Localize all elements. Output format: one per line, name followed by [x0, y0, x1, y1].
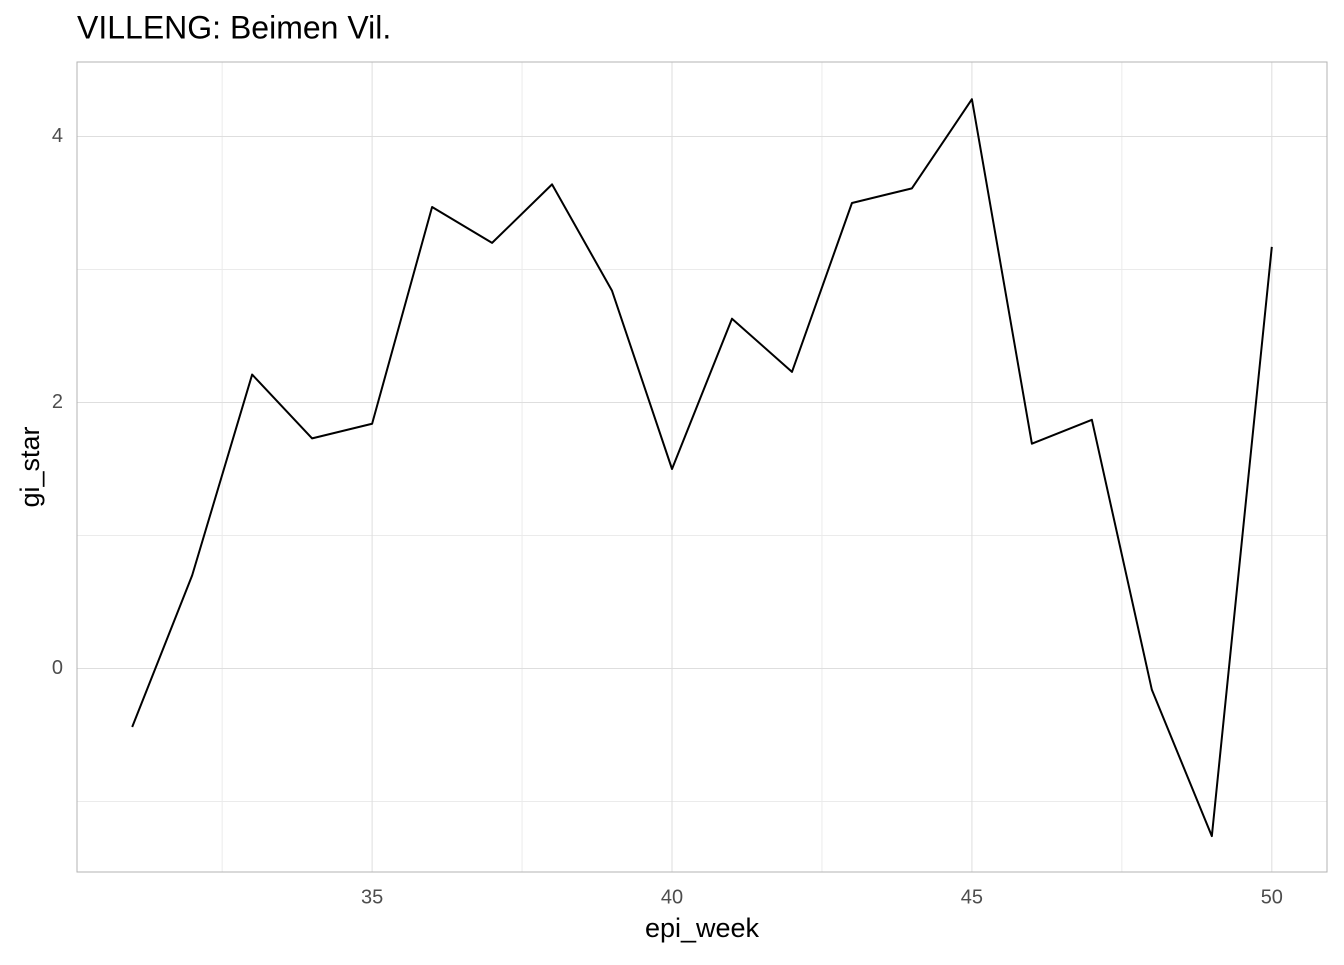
x-tick-label: 50 — [1261, 886, 1283, 908]
x-tick-label: 45 — [961, 886, 983, 908]
y-tick-label: 4 — [52, 125, 63, 147]
y-tick-label: 2 — [52, 391, 63, 413]
chart-title: VILLENG: Beimen Vil. — [77, 9, 391, 45]
data-line — [131, 98, 1273, 838]
x-tick-label: 35 — [361, 886, 383, 908]
panel-border — [76, 61, 1328, 873]
x-axis-title: epi_week — [645, 913, 760, 943]
y-tick-label: 0 — [52, 657, 63, 679]
x-tick-label: 40 — [661, 886, 683, 908]
y-axis-title: gi_star — [15, 426, 45, 507]
